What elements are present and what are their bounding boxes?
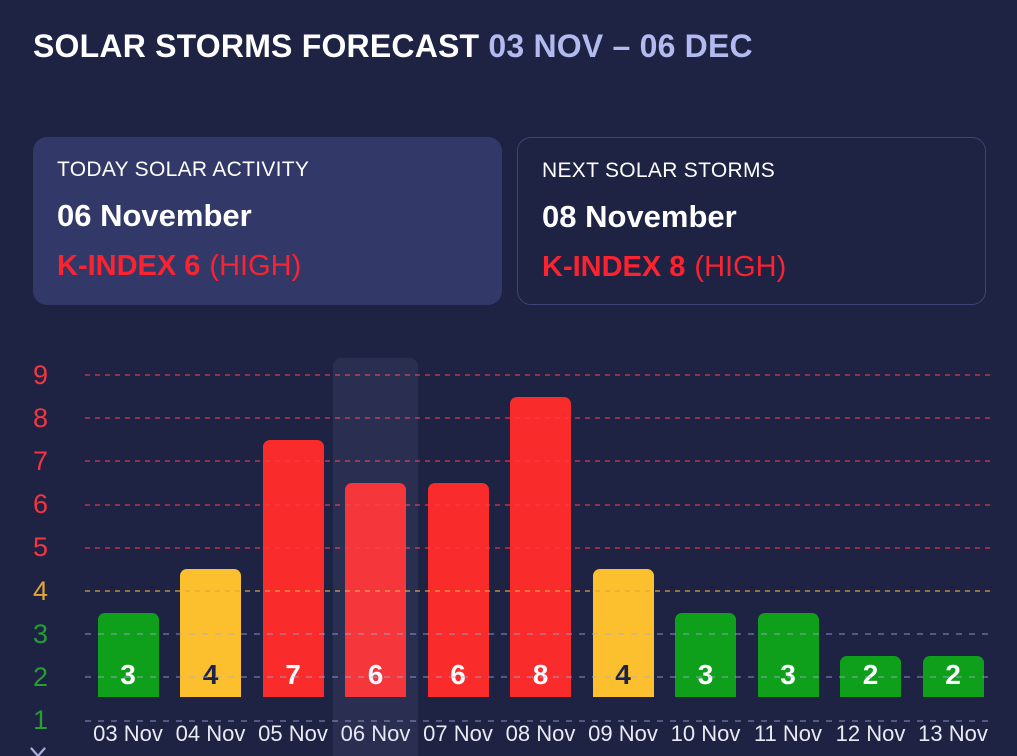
bar-value-label: 2 <box>945 658 961 690</box>
page-title-date-range: 03 NOV – 06 DEC <box>488 28 753 64</box>
card-date: 06 November <box>57 198 252 233</box>
kindex-value: K-INDEX 8 (HIGH) <box>542 251 961 284</box>
bar-value-label: 4 <box>615 658 631 690</box>
y-axis-tick-label: 6 <box>32 489 48 520</box>
x-axis-label: 13 Nov <box>918 721 988 746</box>
bar-value-label: 4 <box>202 658 219 690</box>
x-axis-label: 08 Nov <box>505 721 576 746</box>
bar-value-label: 2 <box>862 658 879 690</box>
grid-line <box>85 546 990 549</box>
y-axis-tick-label: 7 <box>32 445 48 476</box>
page-title-text: SOLAR STORMS FORECAST <box>33 28 480 64</box>
bar-value-label: 3 <box>780 658 796 690</box>
bar-value-label: 7 <box>285 658 301 690</box>
bar-value-label: 8 <box>532 658 549 690</box>
kindex-level: (HIGH) <box>694 251 787 283</box>
grid-line <box>85 417 990 420</box>
bar-13-nov: 2 <box>922 655 984 697</box>
x-axis-label: 04 Nov <box>175 721 246 746</box>
x-axis-label: 07 Nov <box>423 721 493 746</box>
grid-line <box>85 503 990 506</box>
bar-03-nov: 3 <box>97 612 159 697</box>
kindex-value: K-INDEX 6 (HIGH) <box>57 250 478 283</box>
y-axis-tick-label: 9 <box>32 359 48 390</box>
x-axis-label: 12 Nov <box>835 721 906 746</box>
kindex-text: K-INDEX 8 <box>542 251 686 283</box>
bar-value-label: 3 <box>697 658 714 690</box>
bar-10-nov: 3 <box>675 612 736 697</box>
kindex-level: (HIGH) <box>209 250 302 282</box>
grid-line <box>85 374 990 376</box>
bar-value-label: 6 <box>450 659 466 690</box>
x-axis-label: 03 Nov <box>93 721 163 746</box>
grid-line <box>85 719 990 722</box>
chevron-down-icon[interactable] <box>30 747 46 756</box>
grid-line <box>85 460 990 463</box>
bar-11-nov: 3 <box>757 612 819 697</box>
bar-08-nov: 8 <box>510 396 571 697</box>
y-axis-tick-label: 1 <box>32 705 48 736</box>
y-axis-tick-label: 3 <box>32 618 48 649</box>
card-label: NEXT SOLAR STORMS <box>542 159 776 182</box>
x-axis-label: 11 Nov <box>753 721 823 746</box>
y-axis-tick-label: 4 <box>32 575 48 606</box>
page-title: SOLAR STORMS FORECAST 03 NOV – 06 DEC <box>33 28 753 65</box>
next-solar-storms-card: NEXT SOLAR STORMS 08 November K-INDEX 8(… <box>517 137 986 305</box>
y-axis-tick-label: 2 <box>32 661 48 692</box>
today-solar-activity-card: TODAY SOLAR ACTIVITY 06 November K-INDEX… <box>33 137 502 305</box>
kindex-text: K-INDEX 6 <box>57 250 201 282</box>
grid-line <box>85 633 990 636</box>
bar-value-label: 6 <box>367 659 384 690</box>
x-axis-label: 09 Nov <box>588 721 658 746</box>
x-axis-label: 05 Nov <box>258 721 328 746</box>
x-axis-label: 10 Nov <box>670 721 741 746</box>
grid-line <box>85 590 990 592</box>
card-label: TODAY SOLAR ACTIVITY <box>57 158 310 181</box>
bar-05-nov: 7 <box>262 439 324 697</box>
bar-value-label: 3 <box>120 658 136 690</box>
y-axis-tick-label: 5 <box>32 532 48 563</box>
bar-12-nov: 2 <box>840 655 901 697</box>
card-date: 08 November <box>542 199 737 234</box>
y-axis-tick-label: 8 <box>32 402 48 433</box>
highlighted-day-column <box>333 358 418 756</box>
x-axis-label: 06 Nov <box>340 721 411 746</box>
grid-line <box>85 676 990 679</box>
